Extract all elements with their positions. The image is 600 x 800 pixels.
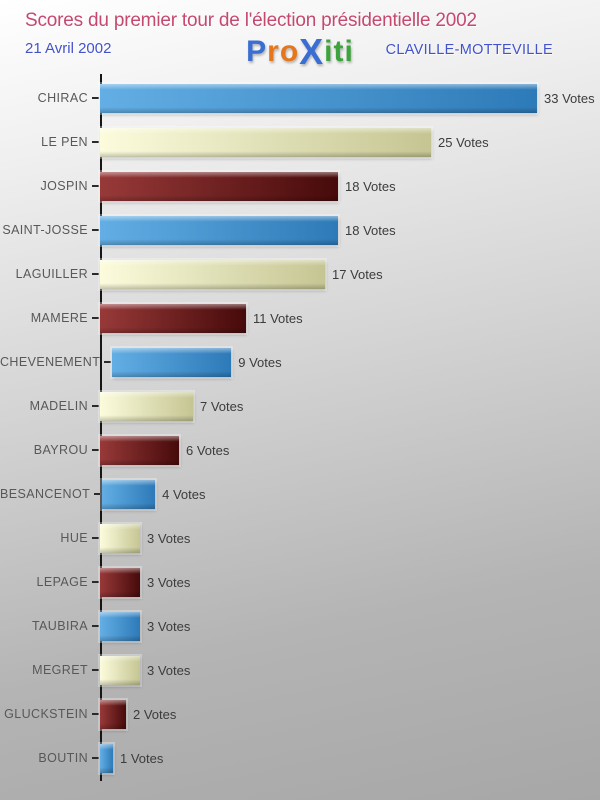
axis-tick — [92, 581, 99, 583]
bar-megret — [100, 655, 140, 685]
bar-chart: CHIRAC 33 Votes LE PEN 25 Votes JOSPIN 18 Vot… — [0, 76, 600, 780]
axis-tick — [92, 97, 99, 99]
bar-le pen — [100, 127, 431, 157]
page-title: Scores du premier tour de l'élection pré… — [25, 10, 477, 31]
bar-besancenot — [102, 479, 156, 509]
bar-row: LE PEN 25 Votes — [0, 120, 600, 164]
bar-chevenement — [112, 347, 232, 377]
category-label: BOUTIN — [38, 751, 88, 765]
bar-row: GLUCKSTEIN 2 Votes — [0, 692, 600, 736]
axis-tick — [92, 317, 99, 319]
bar-laguiller — [100, 259, 325, 289]
bar-row: CHEVENEMENT 9 Votes — [0, 340, 600, 384]
value-label: 2 Votes — [133, 706, 177, 722]
bar-bayrou — [100, 435, 179, 465]
bar-row: HUE 3 Votes — [0, 516, 600, 560]
category-label: MAMERE — [30, 311, 88, 325]
logo-letter: ro — [267, 35, 300, 68]
logo-letter: P — [246, 35, 268, 68]
category-label: LE PEN — [41, 135, 88, 149]
value-label: 3 Votes — [147, 530, 191, 546]
axis-tick — [92, 405, 99, 407]
category-label: CHEVENEMENT — [0, 355, 101, 369]
category-label: BESANCENOT — [0, 487, 91, 501]
bar-taubira — [100, 611, 140, 641]
category-label: SAINT-JOSSE — [2, 223, 88, 237]
axis-tick — [104, 361, 112, 363]
value-label: 3 Votes — [147, 618, 191, 634]
value-label: 18 Votes — [345, 222, 396, 238]
value-label: 33 Votes — [544, 90, 595, 106]
date-label: 21 Avril 2002 — [25, 40, 112, 57]
bar-gluckstein — [100, 699, 126, 729]
axis-tick — [92, 669, 99, 671]
value-label: 6 Votes — [186, 442, 230, 458]
bar-row: MADELIN 7 Votes — [0, 384, 600, 428]
bar-row: BAYROU 6 Votes — [0, 428, 600, 472]
axis-tick — [92, 141, 99, 143]
category-label: JOSPIN — [40, 179, 88, 193]
location-label: CLAVILLE-MOTTEVILLE — [385, 42, 553, 58]
bar-saint-josse — [100, 215, 338, 245]
value-label: 1 Votes — [120, 750, 164, 766]
logo-letter: X — [299, 31, 325, 72]
axis-tick — [92, 713, 99, 715]
bar-row: CHIRAC 33 Votes — [0, 76, 600, 120]
bar-row: SAINT-JOSSE 18 Votes — [0, 208, 600, 252]
bar-boutin — [100, 743, 113, 773]
value-label: 3 Votes — [147, 662, 191, 678]
axis-tick — [92, 757, 99, 759]
bar-mamere — [100, 303, 246, 333]
bar-hue — [100, 523, 140, 553]
axis-tick — [92, 185, 99, 187]
axis-tick — [94, 493, 102, 495]
axis-tick — [92, 229, 99, 231]
value-label: 11 Votes — [253, 310, 303, 326]
category-label: LEPAGE — [36, 575, 88, 589]
category-label: MEGRET — [32, 663, 88, 677]
category-label: TAUBIRA — [31, 619, 88, 633]
bar-row: MEGRET 3 Votes — [0, 648, 600, 692]
value-label: 9 Votes — [238, 354, 282, 370]
bar-row: MAMERE 11 Votes — [0, 296, 600, 340]
bar-row: BESANCENOT 4 Votes — [0, 472, 600, 516]
bar-row: LEPAGE 3 Votes — [0, 560, 600, 604]
axis-tick — [92, 537, 99, 539]
category-label: MADELIN — [29, 399, 88, 413]
value-label: 25 Votes — [438, 134, 489, 150]
axis-tick — [92, 273, 99, 275]
bar-chirac — [100, 83, 537, 113]
value-label: 4 Votes — [162, 486, 206, 502]
bar-madelin — [100, 391, 193, 421]
category-label: HUE — [60, 531, 88, 545]
axis-tick — [92, 625, 99, 627]
bar-row: JOSPIN 18 Votes — [0, 164, 600, 208]
bar-row: BOUTIN 1 Votes — [0, 736, 600, 780]
bar-row: TAUBIRA 3 Votes — [0, 604, 600, 648]
category-label: GLUCKSTEIN — [4, 707, 88, 721]
value-label: 18 Votes — [345, 178, 396, 194]
axis-tick — [92, 449, 99, 451]
bar-jospin — [100, 171, 338, 201]
bar-lepage — [100, 567, 140, 597]
value-label: 7 Votes — [200, 398, 244, 414]
category-label: LAGUILLER — [15, 267, 88, 281]
category-label: CHIRAC — [37, 91, 88, 105]
proxiti-logo[interactable]: ProXiti — [246, 34, 354, 70]
value-label: 3 Votes — [147, 574, 191, 590]
category-label: BAYROU — [33, 443, 88, 457]
value-label: 17 Votes — [332, 266, 383, 282]
bar-row: LAGUILLER 17 Votes — [0, 252, 600, 296]
y-axis-line — [100, 74, 102, 781]
logo-letter: iti — [324, 35, 354, 68]
